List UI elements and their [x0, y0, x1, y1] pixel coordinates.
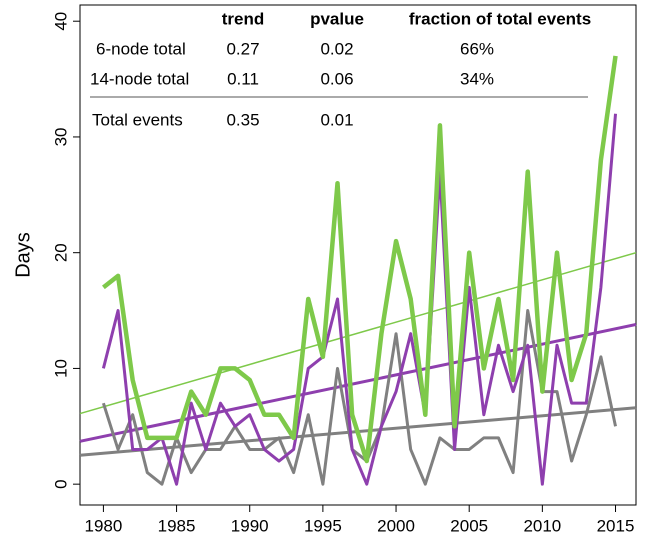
table-header: pvalue: [310, 9, 364, 28]
x-tick-label: 2010: [523, 516, 561, 535]
x-tick-label: 1985: [158, 516, 196, 535]
table-cell: 0.11: [227, 69, 259, 88]
table-cell: 66%: [460, 39, 494, 58]
y-tick-label: 40: [51, 12, 70, 31]
x-tick-label: 1995: [304, 516, 342, 535]
y-axis-label: Days: [12, 232, 34, 278]
y-tick-label: 20: [51, 243, 70, 262]
plot-frame: [79, 4, 637, 506]
y-tick-label: 10: [51, 359, 70, 378]
table-cell: 0.27: [226, 39, 259, 58]
x-tick-label: 1980: [84, 516, 122, 535]
table-header: trend: [222, 9, 265, 28]
series-line: [101, 309, 617, 486]
y-tick-label: 0: [51, 479, 70, 488]
table-cell: 0.02: [320, 39, 353, 58]
legend-entry: 6-node total: [96, 39, 186, 58]
table-cell: 0.01: [320, 110, 353, 129]
table-cell: 0.35: [226, 110, 259, 129]
legend-entry: Total events: [92, 110, 183, 129]
trend-line: [79, 251, 637, 415]
x-tick-label: 2005: [450, 516, 488, 535]
table-header: fraction of total events: [409, 9, 591, 28]
series-line: [101, 113, 618, 486]
x-tick-label: 2015: [597, 516, 635, 535]
x-tick-label: 2000: [377, 516, 415, 535]
table-cell: 34%: [460, 69, 494, 88]
y-tick-label: 30: [51, 127, 70, 146]
trend-line: [79, 322, 637, 443]
series-line: [102, 55, 618, 464]
table-cell: 0.06: [320, 69, 353, 88]
x-tick-label: 1990: [231, 516, 269, 535]
legend-entry: 14-node total: [90, 69, 189, 88]
